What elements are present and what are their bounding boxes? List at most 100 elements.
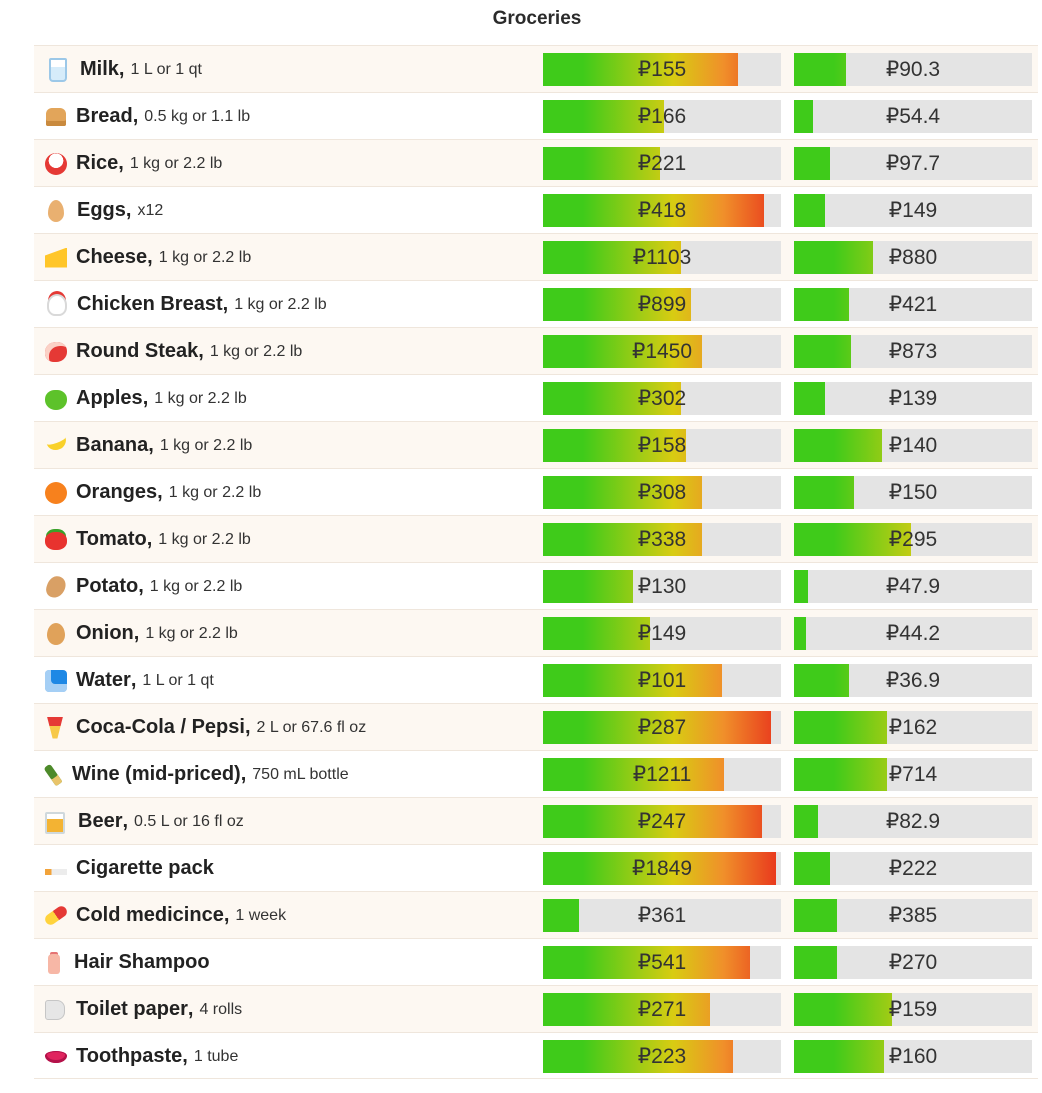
price-bar-secondary: ₽47.9 [794,570,1032,603]
bar-fill [543,899,579,932]
item-cell: Beer, 0.5 L or 16 fl oz [44,798,244,845]
orange-icon [45,481,67,504]
item-name: Milk [80,58,119,80]
bar-fill [794,1040,884,1073]
item-name: Hair Shampoo [74,951,210,973]
price-value: ₽139 [888,387,938,410]
price-bar-primary: ₽223 [543,1040,781,1073]
bar-fill [794,523,911,556]
table-row: Chicken Breast, 1 kg or 2.2 lb ₽899 ₽421 [34,280,1038,327]
item-unit: 1 kg or 2.2 lb [145,624,238,642]
bar-fill [794,852,830,885]
table-row: Wine (mid-priced), 750 mL bottle ₽1211 ₽714 [34,750,1038,797]
bar-fill [794,288,849,321]
pill-icon [43,903,69,927]
price-value: ₽418 [637,199,687,222]
price-value: ₽302 [637,387,687,410]
price-value: ₽361 [637,904,687,927]
price-bar-secondary: ₽149 [794,194,1032,227]
bread-icon [46,107,66,126]
item-separator: , [122,810,129,832]
bar-fill [794,476,854,509]
milk-icon [49,57,67,82]
table-row: Banana, 1 kg or 2.2 lb ₽158 ₽140 [34,421,1038,468]
price-bar-primary: ₽1103 [543,241,781,274]
price-value: ₽149 [637,622,687,645]
price-value: ₽150 [888,481,938,504]
table-row: Rice, 1 kg or 2.2 lb ₽221 ₽97.7 [34,139,1038,186]
price-bar-primary: ₽1211 [543,758,781,791]
price-bar-primary: ₽361 [543,899,781,932]
price-bar-secondary: ₽714 [794,758,1032,791]
price-bar-secondary: ₽44.2 [794,617,1032,650]
section-title: Groceries [492,8,582,29]
price-value: ₽880 [888,246,938,269]
item-unit: 1 kg or 2.2 lb [159,436,253,454]
bar-fill [794,711,887,744]
item-separator: , [157,481,163,503]
bar-fill [543,758,724,791]
price-bar-secondary: ₽54.4 [794,100,1032,133]
item-cell: Round Steak, 1 kg or 2.2 lb [44,328,302,375]
price-value: ₽1450 [631,340,693,363]
bar-fill [794,147,830,180]
item-unit: 2 L or 67.6 fl oz [256,718,367,736]
item-separator: , [130,669,137,691]
table-row: Apples, 1 kg or 2.2 lb ₽302 ₽139 [34,374,1038,421]
item-cell: Apples, 1 kg or 2.2 lb [44,375,247,422]
bar-fill [543,805,762,838]
price-bar-secondary: ₽162 [794,711,1032,744]
table-row: Potato, 1 kg or 2.2 lb ₽130 ₽47.9 [34,562,1038,609]
bar-fill [543,288,691,321]
item-name: Onion [76,622,134,644]
bar-fill [794,758,887,791]
price-value: ₽223 [637,1045,687,1068]
bar-fill [794,946,837,979]
price-value: ₽44.2 [885,622,941,645]
table-row: Oranges, 1 kg or 2.2 lb ₽308 ₽150 [34,468,1038,515]
item-name: Tomato [76,528,147,550]
price-bar-secondary: ₽140 [794,429,1032,462]
price-value: ₽338 [637,528,687,551]
price-value: ₽101 [637,669,687,692]
item-unit: 1 kg or 2.2 lb [158,248,252,266]
price-value: ₽166 [637,105,687,128]
bar-fill [543,664,722,697]
item-separator: , [125,199,132,221]
price-bar-secondary: ₽36.9 [794,664,1032,697]
price-value: ₽1849 [631,857,693,880]
price-value: ₽873 [888,340,938,363]
item-cell: Toothpaste, 1 tube [44,1033,238,1080]
item-cell: Milk, 1 L or 1 qt [44,46,202,93]
item-name: Cigarette pack [76,857,214,879]
price-value: ₽1103 [632,246,692,269]
item-cell: Hair Shampoo [44,939,210,986]
item-name: Water [76,669,131,691]
table-row: Beer, 0.5 L or 16 fl oz ₽247 ₽82.9 [34,797,1038,844]
item-separator: , [244,716,251,738]
table-row: Bread, 0.5 kg or 1.1 lb ₽166 ₽54.4 [34,92,1038,139]
item-unit: x12 [137,201,164,219]
toilet-paper-icon [45,999,65,1020]
table-row: Cigarette pack ₽1849 ₽222 [34,844,1038,891]
steak-icon [45,341,67,362]
bar-fill [794,100,813,133]
bar-fill [794,899,837,932]
lotion-bottle-icon [48,953,60,974]
rice-icon [45,152,67,175]
bar-fill [794,429,882,462]
price-bar-secondary: ₽385 [794,899,1032,932]
price-bar-secondary: ₽90.3 [794,53,1032,86]
item-name: Cold medicince [76,904,224,926]
price-value: ₽158 [637,434,687,457]
price-bar-primary: ₽221 [543,147,781,180]
price-bar-primary: ₽158 [543,429,781,462]
item-cell: Potato, 1 kg or 2.2 lb [43,563,242,610]
price-bar-secondary: ₽222 [794,852,1032,885]
price-value: ₽421 [888,293,938,316]
price-bar-secondary: ₽139 [794,382,1032,415]
item-name: Coca-Cola / Pepsi [76,716,245,738]
item-cell: Cigarette pack [44,845,214,892]
item-name: Chicken Breast [77,293,223,315]
item-separator: , [147,246,153,268]
